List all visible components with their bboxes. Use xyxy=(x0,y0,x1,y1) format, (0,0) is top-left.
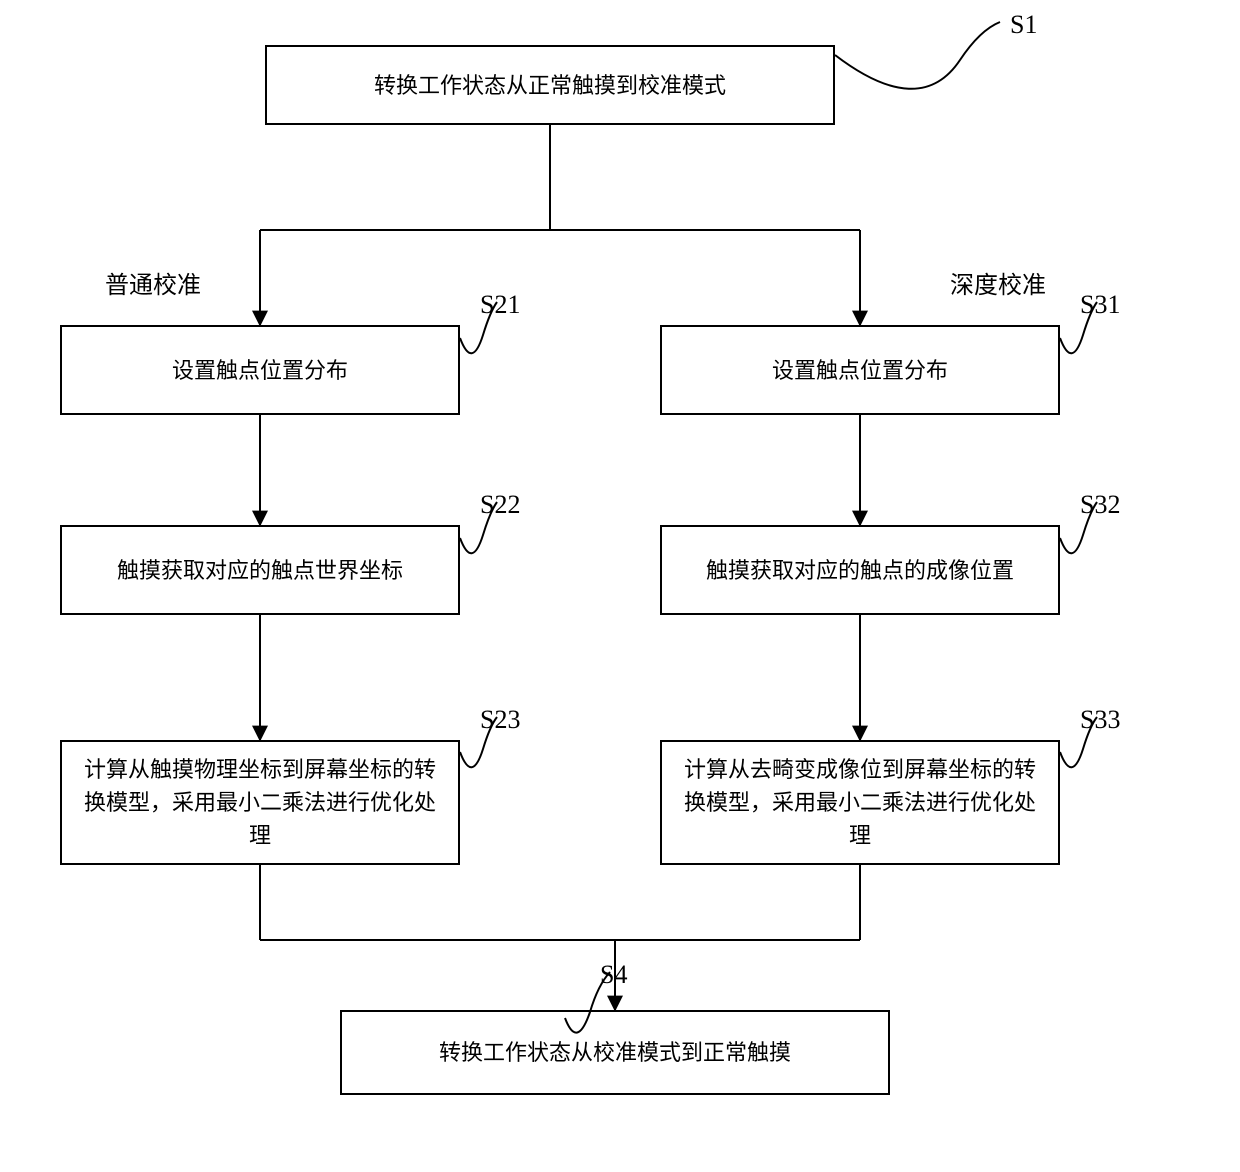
node-s21-text: 设置触点位置分布 xyxy=(172,354,348,387)
node-s33: 计算从去畸变成像位到屏幕坐标的转换模型，采用最小二乘法进行优化处理 xyxy=(660,740,1060,865)
step-label-s1: S1 xyxy=(1010,10,1037,40)
node-s1-text: 转换工作状态从正常触摸到校准模式 xyxy=(374,69,726,102)
step-label-s22: S22 xyxy=(480,490,520,520)
step-label-s23: S23 xyxy=(480,705,520,735)
step-label-s32: S32 xyxy=(1080,490,1120,520)
flowchart-canvas: 转换工作状态从正常触摸到校准模式 设置触点位置分布 触摸获取对应的触点世界坐标 … xyxy=(0,0,1240,1172)
node-s22-text: 触摸获取对应的触点世界坐标 xyxy=(117,554,403,587)
step-label-s33: S33 xyxy=(1080,705,1120,735)
node-s33-text: 计算从去畸变成像位到屏幕坐标的转换模型，采用最小二乘法进行优化处理 xyxy=(674,753,1046,852)
node-s31-text: 设置触点位置分布 xyxy=(772,354,948,387)
node-s32: 触摸获取对应的触点的成像位置 xyxy=(660,525,1060,615)
node-s4-text: 转换工作状态从校准模式到正常触摸 xyxy=(439,1036,791,1069)
node-s31: 设置触点位置分布 xyxy=(660,325,1060,415)
node-s4: 转换工作状态从校准模式到正常触摸 xyxy=(340,1010,890,1095)
node-s23-text: 计算从触摸物理坐标到屏幕坐标的转换模型，采用最小二乘法进行优化处理 xyxy=(74,753,446,852)
branch-label-right: 深度校准 xyxy=(950,265,1046,300)
node-s23: 计算从触摸物理坐标到屏幕坐标的转换模型，采用最小二乘法进行优化处理 xyxy=(60,740,460,865)
node-s21: 设置触点位置分布 xyxy=(60,325,460,415)
node-s1: 转换工作状态从正常触摸到校准模式 xyxy=(265,45,835,125)
node-s32-text: 触摸获取对应的触点的成像位置 xyxy=(706,554,1014,587)
branch-label-left: 普通校准 xyxy=(105,265,201,300)
node-s22: 触摸获取对应的触点世界坐标 xyxy=(60,525,460,615)
step-label-s4: S4 xyxy=(600,960,627,990)
step-label-s31: S31 xyxy=(1080,290,1120,320)
step-label-s21: S21 xyxy=(480,290,520,320)
